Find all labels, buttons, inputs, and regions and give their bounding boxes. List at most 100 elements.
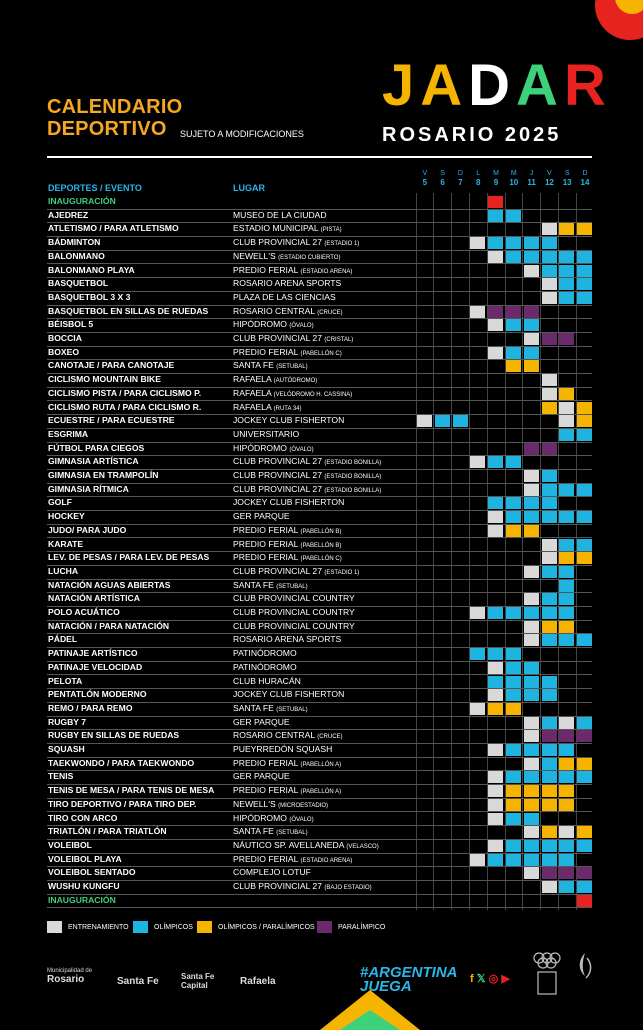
- venue-detail: (ESTADIO ARENA): [300, 268, 353, 275]
- venue-name: PREDIO FERIAL: [233, 785, 301, 796]
- venue-detail: (PABELLÓN B): [300, 528, 342, 535]
- schedule-cell: [488, 305, 504, 318]
- venue: PUEYRREDÓN SQUASH: [233, 744, 332, 754]
- legend-paralympic: PARALÍMPICO: [317, 921, 385, 933]
- schedule-cell: [541, 607, 557, 619]
- schedule-cell: [577, 401, 593, 414]
- schedule-cell: [417, 415, 432, 428]
- venue: NEWELL'S (ESTADIO CUBIERTO): [233, 251, 340, 261]
- table-row: AJEDREZ MUSEO DE LA CIUDAD: [47, 209, 592, 224]
- schedule-cell: [577, 839, 593, 852]
- venue-name: UNIVERSITARIO: [233, 428, 300, 439]
- schedule-cell: [577, 428, 593, 441]
- schedule-cell: [559, 250, 575, 263]
- event-name: BÁDMINTON: [48, 237, 101, 248]
- table-row: WUSHU KUNGFU CLUB PROVINCIAL 27 (BAJO EST…: [47, 880, 593, 895]
- schedule-cell: [506, 305, 521, 318]
- venue: ROSARIO CENTRAL (CRUCE): [233, 730, 343, 740]
- day-letter: D: [582, 170, 588, 177]
- event-name: BASQUETBOL EN SILLAS DE RUEDAS: [48, 305, 209, 316]
- venue-name: CLUB PROVINCIAL 27: [233, 470, 325, 480]
- venue-name: CLUB PROVINCIAL COUNTRY: [233, 620, 355, 631]
- table-row: BASQUETBOL ROSARIO ARENA SPORTS: [47, 277, 593, 292]
- venue-name: GER PARQUE: [233, 771, 290, 782]
- x-icon[interactable]: 𝕏: [476, 973, 486, 985]
- schedule-cell: [523, 785, 539, 798]
- table-row: NATACIÓN AGUAS ABIERTAS SANTA FE (SETUBAL…: [47, 579, 592, 594]
- schedule-cell: [470, 456, 486, 469]
- schedule-cell: [523, 839, 539, 852]
- event-name: GIMNASIA RÍTMICA: [48, 483, 129, 494]
- schedule-cell: [541, 387, 557, 400]
- schedule-cell: [523, 346, 539, 359]
- venue-name: RAFAELA: [233, 374, 274, 385]
- schedule-cell: [523, 661, 539, 674]
- rosario-logo-text: Rosario: [47, 974, 85, 985]
- youtube-icon[interactable]: ▶: [501, 973, 510, 985]
- event-name: SQUASH: [48, 744, 85, 754]
- schedule-cell: [523, 442, 539, 455]
- table-row: TIRO CON ARCO HIPÓDROMO (ÓVALO): [47, 812, 592, 827]
- venue: PATINÓDROMO: [233, 648, 297, 658]
- schedule-cell: [559, 607, 575, 619]
- facebook-icon[interactable]: f: [470, 973, 474, 985]
- schedule-cell: [506, 812, 521, 825]
- schedule-cell: [541, 716, 557, 729]
- venue-name: PREDIO FERIAL: [233, 264, 301, 275]
- schedule-cell: [488, 511, 504, 524]
- schedule-cell: [506, 771, 521, 784]
- venue: GER PARQUE: [233, 771, 290, 781]
- schedule-cell: [559, 415, 575, 428]
- venue: PREDIO FERIAL (PABELLÓN C): [233, 347, 342, 357]
- venue-name: ROSARIO ARENA SPORTS: [233, 634, 342, 645]
- table-row: REMO / PARA REMO SANTA FE (SETUBAL): [47, 702, 592, 717]
- venue-detail: (BAJO ESTADIO): [324, 885, 372, 891]
- schedule-cell: [559, 771, 575, 784]
- schedule-cell: [559, 881, 575, 893]
- schedule-cell: [488, 209, 504, 222]
- table-row: GIMNASIA EN TRAMPOLÍN CLUB PROVINCIAL 27 …: [47, 469, 592, 484]
- schedule-cell: [488, 785, 504, 798]
- venue: JOCKEY CLUB FISHERTON: [233, 415, 344, 425]
- venue-name: PREDIO FERIAL: [233, 552, 301, 563]
- table-row: BOCCIA CLUB PROVINCIAL 27 (CRISTAL): [47, 332, 592, 347]
- event-name: CICLISMO MOUNTAIN BIKE: [48, 374, 161, 385]
- legend-label: ENTRENAMIENTO: [68, 923, 129, 931]
- venue-detail: (CRISTAL): [324, 337, 354, 343]
- venue-detail: (SETUBAL): [276, 706, 308, 713]
- table-row: TENIS DE MESA / PARA TENIS DE MESA PREDIO…: [47, 784, 592, 799]
- schedule-cell: [506, 250, 521, 263]
- venue-name: HIPÓDROMO: [233, 319, 290, 330]
- table-row: TAEKWONDO / PARA TAEKWONDO PREDIO FERIAL …: [47, 757, 593, 772]
- legend-training: ENTRENAMIENTO: [47, 921, 129, 933]
- schedule-cell: [541, 552, 557, 565]
- table-row: RUGBY 7 GER PARQUE: [47, 716, 593, 731]
- venue: CLUB PROVINCIAL 27 (ESTADIO BONILLA): [233, 456, 381, 466]
- venue-name: ROSARIO ARENA SPORTS: [233, 278, 342, 289]
- event-name: TAEKWONDO / PARA TAEKWONDO: [48, 757, 195, 768]
- table-row: CANOTAJE / PARA CANOTAJE SANTA FE (SETUBA…: [47, 359, 592, 375]
- schedule-cell: [523, 565, 539, 578]
- table-row: POLO ACUÁTICO CLUB PROVINCIAL COUNTRY: [47, 606, 592, 621]
- schedule-cell: [488, 744, 504, 756]
- venue: PLAZA DE LAS CIENCIAS: [233, 292, 336, 302]
- venue: ROSARIO ARENA SPORTS: [233, 278, 341, 288]
- day-letter: D: [457, 170, 463, 177]
- legend-label: OLÍMPICOS / PARALÍMPICOS: [218, 923, 315, 931]
- schedule-cell: [523, 360, 539, 373]
- schedule-cell: [577, 730, 593, 743]
- schedule-cell: [541, 798, 557, 811]
- event-name: BALONMANO PLAYA: [48, 264, 135, 275]
- venue-name: CLUB PROVINCIAL 27: [233, 237, 325, 248]
- schedule-cell: [541, 483, 557, 496]
- venue-detail: (PABELLÓN C): [300, 556, 342, 563]
- schedule-cell: [523, 607, 539, 619]
- venue-name: PREDIO FERIAL: [233, 346, 301, 357]
- instagram-icon[interactable]: ◎: [488, 973, 499, 985]
- event-name: BOXEO: [48, 346, 80, 357]
- schedule-cell: [506, 785, 521, 798]
- schedule-cell: [541, 374, 557, 387]
- table-row: NATACIÓN ARTÍSTICA CLUB PROVINCIAL COUNTR…: [47, 592, 592, 607]
- day-header: J 11: [523, 169, 541, 187]
- venue-name: CLUB PROVINCIAL 27: [233, 456, 325, 467]
